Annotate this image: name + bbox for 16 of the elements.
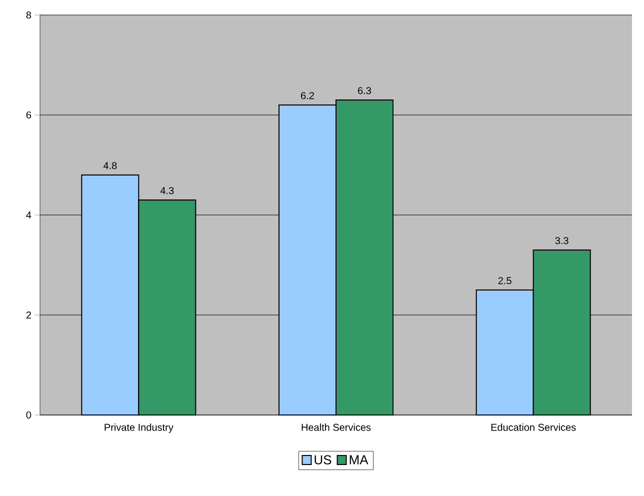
data-label: 6.3 — [358, 87, 372, 94]
x-tick-label: Education Services — [491, 424, 576, 431]
y-tick-label: 6 — [26, 111, 32, 119]
x-tick-label: Health Services — [302, 424, 371, 431]
y-tick-label: 4 — [26, 212, 32, 218]
y-tick-label: 2 — [26, 312, 31, 318]
data-label: 6.2 — [301, 92, 314, 100]
legend-label: US — [314, 455, 332, 464]
y-tick-label: 0 — [26, 411, 32, 419]
x-tick-label: Private Industry — [104, 424, 174, 433]
data-label: 4.3 — [160, 187, 174, 194]
data-label: 3.3 — [555, 237, 568, 244]
legend-label: MA — [350, 455, 368, 464]
data-label: 2.5 — [498, 277, 512, 284]
data-label: 4.8 — [103, 162, 117, 170]
y-tick-label: 8 — [26, 11, 32, 19]
